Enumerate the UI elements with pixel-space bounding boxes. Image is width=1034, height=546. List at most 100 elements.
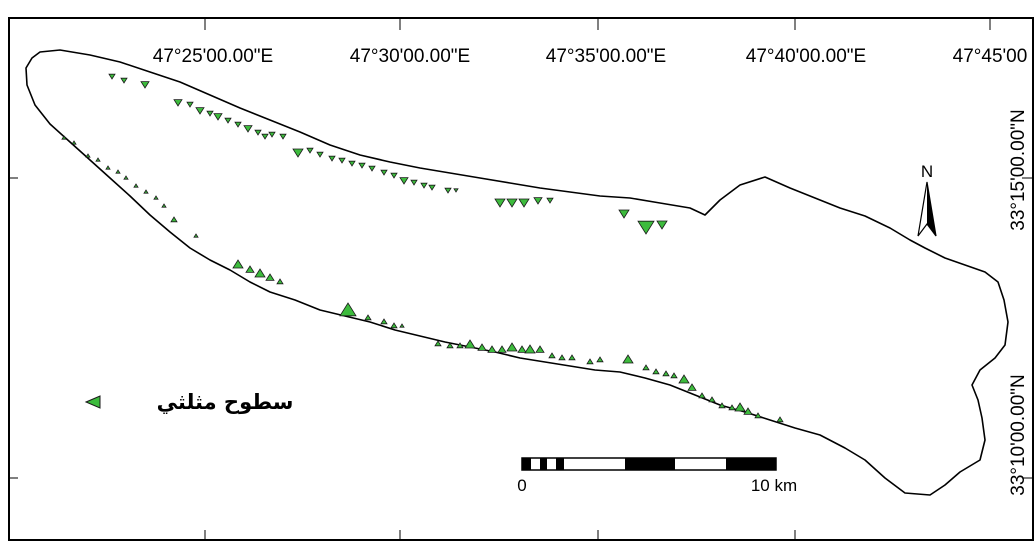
triangle-surface-marker (698, 392, 706, 399)
triangle-surface-marker (506, 342, 518, 352)
triangle-surface-marker (186, 101, 194, 108)
triangle-surface-marker (642, 364, 650, 371)
triangle-surface-marker (662, 370, 670, 377)
triangle-surface-marker (61, 135, 67, 140)
triangle-surface-marker (446, 342, 454, 349)
lon-label-5: 47°45'00 (953, 46, 1028, 67)
triangle-surface-marker (776, 416, 784, 423)
lat-label-2: 33°10'00.00"N (1008, 374, 1029, 496)
triangle-surfaces-layer (61, 73, 784, 423)
triangle-surface-marker (338, 157, 346, 164)
triangle-surface-marker (586, 358, 594, 365)
scale-bar-start-label: 0 (517, 476, 526, 495)
triangle-surface-marker (535, 345, 545, 353)
triangle-surface-marker (85, 153, 91, 158)
triangle-surface-marker (754, 412, 762, 419)
triangle-surface-marker (568, 354, 576, 361)
map-frame (8, 17, 1034, 541)
triangle-surface-marker (161, 203, 167, 208)
triangle-surface-marker (518, 198, 530, 208)
triangle-surface-marker (743, 407, 753, 415)
triangle-surface-marker (105, 165, 111, 170)
triangle-surface-marker (399, 177, 409, 185)
study-area-boundary (25, 49, 1009, 496)
triangle-surface-marker (243, 125, 253, 133)
triangle-surface-marker (524, 344, 536, 354)
triangle-surface-marker (494, 198, 506, 208)
triangle-surface-marker (268, 131, 276, 138)
triangle-surface-marker (140, 81, 150, 89)
north-arrow: N (917, 162, 937, 237)
triangle-surface-marker (358, 162, 366, 169)
triangle-surface-marker (380, 169, 388, 176)
triangle-surface-marker (153, 195, 159, 200)
triangle-surface-marker (108, 73, 116, 80)
triangle-surface-marker (637, 220, 655, 235)
triangle-surface-marker (453, 188, 459, 193)
triangle-surface-marker (477, 343, 487, 351)
lon-label-2: 47°30'00.00"E (350, 46, 470, 67)
triangle-surface-marker (718, 402, 726, 409)
triangle-surface-marker (708, 396, 716, 403)
triangle-surface-marker (596, 356, 604, 363)
triangle-surface-marker (306, 147, 314, 154)
triangle-surface-marker (558, 354, 566, 361)
triangle-surface-marker (170, 216, 178, 223)
north-arrow-label: N (921, 162, 933, 181)
triangle-surface-marker (456, 342, 464, 349)
triangle-surface-marker (292, 148, 304, 158)
triangle-surface-marker (487, 345, 497, 353)
triangle-surface-marker (195, 107, 205, 115)
triangle-surface-marker (444, 187, 452, 194)
triangle-surface-marker (434, 340, 442, 347)
triangle-surface-marker (390, 322, 398, 329)
triangle-surface-marker (254, 268, 266, 278)
triangle-surface-marker (254, 129, 262, 136)
triangle-surface-marker (652, 368, 660, 375)
triangle-surface-marker (234, 121, 242, 128)
triangle-surface-marker (687, 383, 697, 391)
triangle-surface-marker (279, 133, 287, 140)
triangle-surface-marker (390, 172, 398, 179)
triangle-surface-marker (339, 302, 357, 317)
triangle-surface-marker (95, 157, 101, 162)
triangle-surface-marker (533, 197, 543, 205)
triangle-surface-marker (115, 169, 121, 174)
triangle-surface-marker (265, 273, 275, 281)
triangle-surface-marker (622, 354, 634, 364)
triangle-surface-marker (546, 197, 554, 204)
triangle-surface-marker (193, 233, 199, 238)
triangle-surface-marker (245, 265, 255, 273)
triangle-surface-marker (656, 220, 668, 230)
triangle-surface-marker (410, 179, 418, 186)
triangle-surface-marker (368, 165, 376, 172)
triangle-surface-marker (206, 110, 214, 117)
triangle-surface-marker (133, 183, 139, 188)
triangle-surface-marker (420, 182, 428, 189)
lon-label-4: 47°40'00.00"E (746, 46, 866, 67)
graticule-ticks (9, 18, 1033, 540)
triangle-surface-marker (548, 352, 556, 359)
triangle-surface-marker (328, 155, 336, 162)
triangle-surface-marker (734, 402, 746, 412)
triangle-surface-marker (506, 198, 518, 208)
triangle-surface-marker (497, 345, 507, 353)
triangle-surface-marker (348, 160, 356, 167)
scale-bar: 0 10 km (517, 457, 797, 495)
triangle-surface-marker (728, 404, 736, 411)
triangle-surface-marker (428, 184, 436, 191)
triangle-surface-marker (224, 117, 232, 124)
triangle-surface-marker (261, 133, 269, 140)
lat-label-1: 33°15'00.00"N (1008, 109, 1029, 231)
north-arrow-fill-icon (927, 182, 936, 236)
legend-label: سطوح مثلثي (157, 390, 294, 414)
legend: سطوح مثلثي (84, 390, 294, 414)
scale-bar-end-label: 10 km (751, 476, 797, 495)
triangle-surface-marker (678, 374, 690, 384)
triangle-surface-marker (71, 140, 77, 145)
triangle-surface-marker (316, 151, 324, 158)
triangle-surface-marker (670, 372, 678, 379)
legend-triangle-icon (84, 395, 101, 409)
triangle-surface-marker (120, 77, 128, 84)
